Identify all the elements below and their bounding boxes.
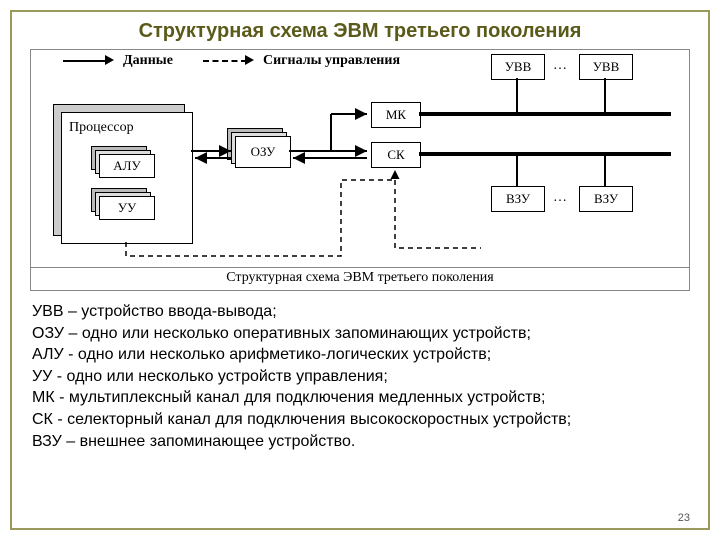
- legend-data-arrowhead: [105, 55, 114, 65]
- uu-box: УУ: [99, 196, 155, 220]
- def-alu: АЛУ - одно или несколько арифметико-логи…: [32, 344, 688, 366]
- processor-label: Процессор: [69, 120, 134, 136]
- page-number: 23: [678, 512, 690, 524]
- ozu-box: ОЗУ: [235, 136, 291, 168]
- legend-data-label: Данные: [123, 53, 173, 69]
- mk-box: МК: [371, 102, 421, 128]
- legend-signal-label: Сигналы управления: [263, 53, 400, 69]
- def-vzu: ВЗУ – внешнее запоминающее устройство.: [32, 431, 688, 453]
- vzu1-box: ВЗУ: [491, 186, 545, 212]
- legend-signal-line: [203, 60, 247, 62]
- alu-box: АЛУ: [99, 154, 155, 178]
- vzu-dots: …: [553, 190, 567, 206]
- legend-data-line: [63, 60, 107, 62]
- definitions-list: УВВ – устройство ввода-вывода; ОЗУ – одн…: [32, 301, 688, 452]
- def-uu: УУ - одно или несколько устройств управл…: [32, 366, 688, 388]
- diagram-caption: Структурная схема ЭВМ третьего поколения: [31, 267, 689, 286]
- legend-signal-arrowhead: [245, 55, 254, 65]
- def-mk: МК - мультиплексный канал для подключени…: [32, 387, 688, 409]
- vzu2-box: ВЗУ: [579, 186, 633, 212]
- def-uvv: УВВ – устройство ввода-вывода;: [32, 301, 688, 323]
- uvv-dots: …: [553, 58, 567, 74]
- def-ozu: ОЗУ – одно или несколько оперативных зап…: [32, 323, 688, 345]
- block-diagram: Данные Сигналы управления Процессор АЛУ …: [30, 49, 690, 291]
- page-title: Структурная схема ЭВМ третьего поколения: [12, 20, 708, 43]
- uvv1-box: УВВ: [491, 54, 545, 80]
- uvv2-box: УВВ: [579, 54, 633, 80]
- def-sk: СК - селекторный канал для подключения в…: [32, 409, 688, 431]
- sk-box: СК: [371, 142, 421, 168]
